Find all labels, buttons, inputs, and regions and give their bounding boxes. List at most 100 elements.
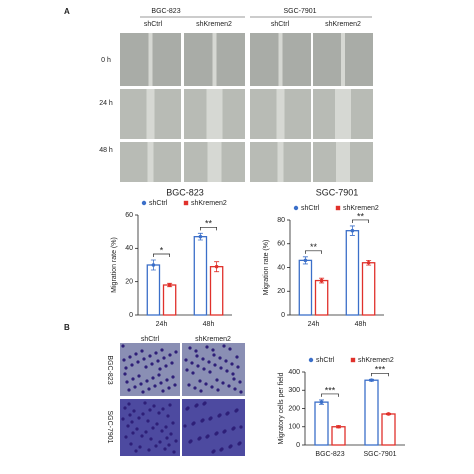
cell — [140, 434, 144, 438]
cell — [230, 362, 234, 366]
cell — [125, 380, 129, 384]
cell — [151, 426, 155, 430]
cell — [157, 373, 161, 377]
cell — [158, 440, 162, 444]
cell — [137, 374, 141, 378]
cell — [146, 419, 150, 423]
cell — [236, 365, 240, 369]
wound-gap — [206, 89, 223, 139]
cell — [193, 386, 197, 390]
significance-bracket — [200, 226, 217, 231]
significance-bracket — [153, 253, 170, 257]
cell — [155, 422, 159, 426]
x-tick-label: 48h — [355, 321, 367, 328]
cell — [174, 439, 178, 443]
cell — [168, 403, 172, 407]
bar — [345, 230, 360, 316]
cell — [185, 368, 189, 372]
cell — [164, 425, 168, 429]
cell — [219, 366, 223, 370]
data-point — [214, 264, 219, 269]
cell — [148, 408, 152, 412]
cell — [201, 357, 205, 361]
cell — [225, 412, 229, 416]
cell — [232, 377, 236, 381]
cell — [137, 416, 141, 420]
wound-gap — [147, 142, 154, 182]
y-tick-label: 60 — [125, 212, 133, 219]
y-tick-label: 0 — [281, 312, 285, 319]
bar — [331, 426, 346, 446]
cell — [173, 383, 177, 387]
cell — [123, 406, 127, 410]
legend-label: shCtrl — [301, 205, 320, 212]
y-tick-label: 400 — [288, 369, 300, 376]
cell — [123, 372, 127, 376]
bar — [314, 401, 329, 446]
data-point — [151, 263, 156, 267]
data-point — [336, 424, 341, 429]
y-tick-label: 60 — [277, 241, 285, 248]
bar — [209, 266, 224, 316]
cell — [205, 435, 209, 439]
cell — [169, 432, 173, 436]
wound-gap — [146, 89, 155, 139]
cell — [217, 414, 221, 418]
cell — [156, 359, 160, 363]
cell — [221, 381, 225, 385]
condition-label: shKremen2 — [325, 21, 361, 28]
wound-images — [120, 33, 373, 182]
y-tick-label: 20 — [277, 288, 285, 295]
time-label: 24 h — [99, 100, 113, 107]
cell — [152, 404, 156, 408]
condition-label: shCtrl — [144, 21, 163, 28]
y-tick-label: 0 — [129, 312, 133, 319]
cell — [171, 375, 175, 379]
x-tick-label: 24h — [308, 321, 320, 328]
cell — [212, 353, 216, 357]
cell — [172, 450, 176, 454]
cell — [161, 407, 165, 411]
cell — [171, 421, 175, 425]
cell — [139, 382, 143, 386]
cell — [147, 387, 151, 391]
cell — [205, 345, 209, 349]
cell — [147, 448, 151, 452]
cell-line-label: BGC-823 — [106, 355, 113, 384]
cell — [188, 346, 192, 350]
data-point — [167, 283, 172, 287]
cell — [239, 425, 243, 429]
y-tick-label: 100 — [288, 424, 300, 431]
cell — [196, 364, 200, 368]
legend-marker — [350, 357, 356, 363]
cell — [133, 385, 137, 389]
cell — [150, 362, 154, 366]
cell — [127, 402, 131, 406]
significance-label: * — [160, 245, 164, 255]
x-tick-label: 48h — [203, 321, 215, 328]
cell — [167, 443, 171, 447]
y-tick-label: 20 — [125, 279, 133, 286]
significance-label: *** — [375, 365, 386, 375]
cell — [140, 349, 144, 353]
cell — [143, 401, 147, 405]
bar — [381, 413, 396, 446]
bar — [146, 264, 161, 316]
y-axis-label: Migration rate (%) — [111, 237, 118, 293]
bar — [298, 259, 313, 316]
cell — [130, 363, 134, 367]
cell — [129, 442, 133, 446]
cell — [233, 387, 237, 391]
wound-gap — [335, 89, 351, 139]
cell — [228, 445, 232, 449]
cell — [185, 407, 189, 411]
cell — [127, 388, 131, 392]
x-tick-label: SGC-7901 — [363, 451, 396, 458]
wound-gap — [148, 33, 153, 86]
condition-label: shCtrl — [271, 21, 290, 28]
cell — [160, 429, 164, 433]
cell — [145, 379, 149, 383]
legend-label: shKremen2 — [343, 205, 379, 212]
x-tick-label: 24h — [156, 321, 168, 328]
